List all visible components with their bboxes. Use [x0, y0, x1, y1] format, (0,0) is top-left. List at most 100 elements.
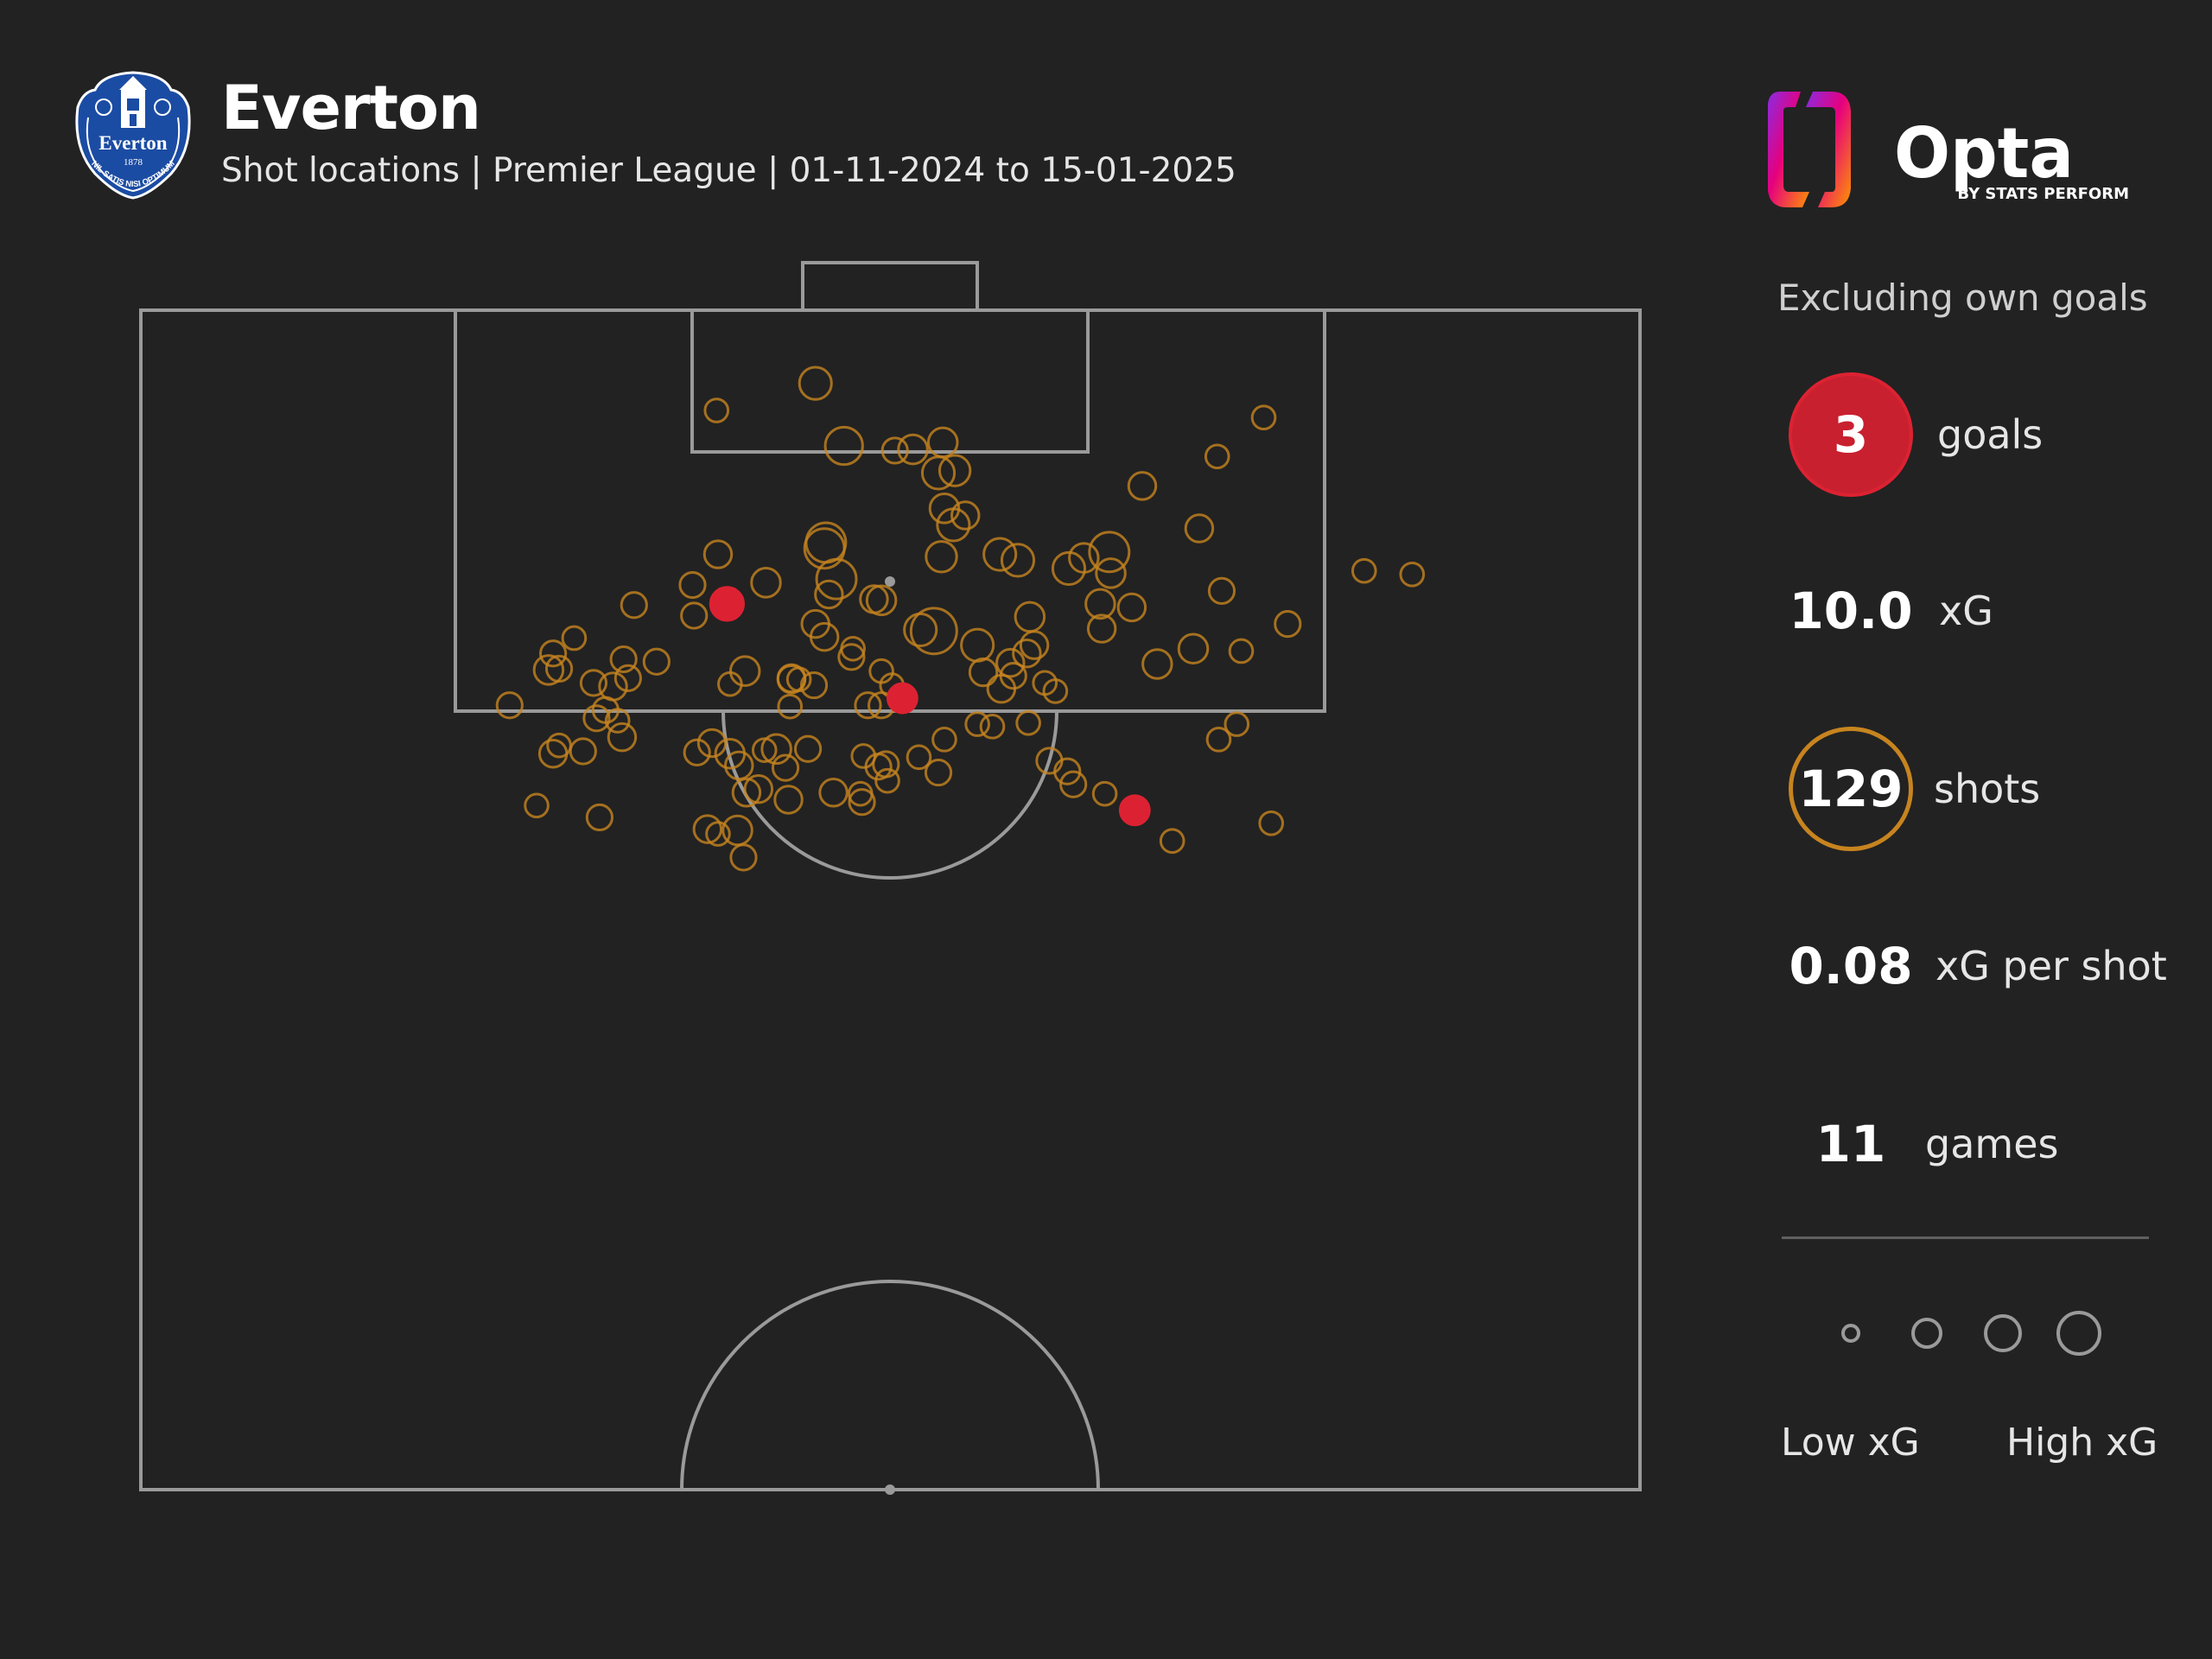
legend-high-xg: High xG — [2006, 1421, 2158, 1465]
shot-marker — [751, 737, 778, 763]
shot-marker — [1088, 531, 1131, 574]
shot-marker — [620, 591, 648, 620]
shot-marker — [561, 625, 588, 652]
penalty-box — [454, 308, 1326, 713]
shot-marker — [703, 397, 730, 423]
shot-marker — [771, 753, 800, 782]
shot-marker — [1091, 780, 1118, 807]
shot-marker — [683, 738, 711, 766]
shot-marker — [1012, 638, 1042, 669]
shot-marker — [696, 728, 728, 759]
stat-xg-per-shot-label: xG per shot — [1936, 943, 2167, 989]
shot-marker — [1224, 711, 1250, 737]
shot-marker — [999, 662, 1027, 690]
shot-marker — [724, 750, 754, 781]
shot-marker — [582, 704, 611, 733]
stat-goals: 3 goals — [1780, 370, 2186, 499]
shot-marker — [823, 425, 864, 467]
shot-marker — [938, 454, 972, 487]
shot-marker — [750, 567, 782, 599]
shot-marker — [799, 671, 829, 700]
legend-circle-mid-high — [1984, 1314, 2022, 1352]
shot-marker — [760, 733, 792, 766]
shot-marker — [613, 664, 642, 692]
shot-marker — [1204, 443, 1230, 470]
goal-marker — [1118, 794, 1151, 827]
stat-xg-value: 10.0 — [1789, 582, 1913, 640]
shot-marker — [714, 737, 747, 770]
stat-xg-per-shot: 0.08 xG per shot — [1780, 901, 2186, 1031]
stat-xg: 10.0 xG — [1780, 546, 2186, 676]
shot-marker — [818, 778, 849, 808]
shot-marker — [579, 669, 608, 697]
shot-marker — [928, 493, 961, 524]
centre-spot — [885, 1484, 895, 1495]
shot-marker — [785, 666, 812, 693]
shot-marker — [532, 654, 565, 686]
shot-marker — [539, 639, 568, 668]
everton-crest-logo: Everton 1878 NIL SATIS NISI OPTIMUM — [75, 71, 191, 200]
shot-marker — [931, 727, 957, 753]
shot-marker — [680, 601, 709, 630]
shot-marker — [906, 744, 932, 771]
goal-frame — [801, 261, 979, 312]
shot-marker — [776, 664, 807, 695]
shot-marker — [585, 803, 614, 832]
stat-goals-value: 3 — [1833, 405, 1869, 464]
shot-marker — [702, 539, 734, 569]
shot-marker — [731, 778, 762, 808]
shot-marker — [1351, 557, 1377, 584]
shot-marker — [604, 708, 631, 734]
shot-marker — [642, 647, 671, 676]
shot-marker — [705, 821, 731, 847]
shot-marker — [909, 607, 958, 656]
shot-marker — [1127, 471, 1158, 501]
shot-marker — [1042, 678, 1069, 704]
shot-marker — [1159, 828, 1185, 855]
stat-shots-label: shots — [1934, 766, 2041, 812]
shot-marker — [546, 732, 572, 759]
shot-marker — [964, 711, 990, 737]
shot-marker — [903, 612, 938, 647]
sidebar-divider — [1782, 1236, 2149, 1239]
shot-marker — [925, 540, 958, 574]
shot-marker — [678, 570, 707, 600]
shot-marker — [773, 785, 804, 815]
shot-marker — [1274, 609, 1302, 639]
opta-logo: Opta BY STATS PERFORM — [1768, 92, 2129, 207]
crest-name: Everton — [99, 132, 167, 154]
legend-circle-mid-low — [1911, 1318, 1942, 1349]
shot-marker — [874, 767, 900, 794]
stat-games-value: 11 — [1815, 1115, 1886, 1173]
stat-games-label: games — [1925, 1121, 2059, 1167]
legend-circle-low — [1841, 1324, 1860, 1343]
shot-marker — [1184, 513, 1215, 543]
shot-marker — [1258, 810, 1285, 836]
shot-marker — [979, 714, 1006, 740]
page-subtitle: Shot locations | Premier League | 01-11-… — [221, 151, 1236, 190]
shot-marker — [1086, 613, 1117, 644]
pitch-outline — [139, 308, 1642, 1491]
shot-marker — [800, 608, 830, 639]
shot-marker — [607, 721, 638, 753]
shot-marker — [609, 645, 638, 674]
shot-marker — [1250, 404, 1277, 431]
opta-wordmark: Opta — [1894, 113, 2074, 194]
shot-marker — [1051, 550, 1087, 587]
shot-marker — [850, 743, 877, 769]
shot-marker — [960, 627, 995, 663]
shot-marker — [1177, 632, 1210, 665]
shot-marker — [1095, 557, 1127, 589]
shot-marker — [968, 657, 999, 688]
excluding-own-goals-note: Excluding own goals — [1777, 276, 2148, 319]
goal-marker — [709, 586, 746, 622]
shot-marker — [1399, 561, 1426, 588]
shot-marker — [1068, 542, 1100, 574]
shot-marker — [1116, 592, 1147, 623]
shot-marker — [814, 579, 844, 610]
xg-size-legend — [1841, 1311, 2101, 1356]
shot-marker — [1019, 630, 1050, 660]
shot-marker — [1228, 638, 1255, 664]
shot-marker — [848, 788, 876, 817]
